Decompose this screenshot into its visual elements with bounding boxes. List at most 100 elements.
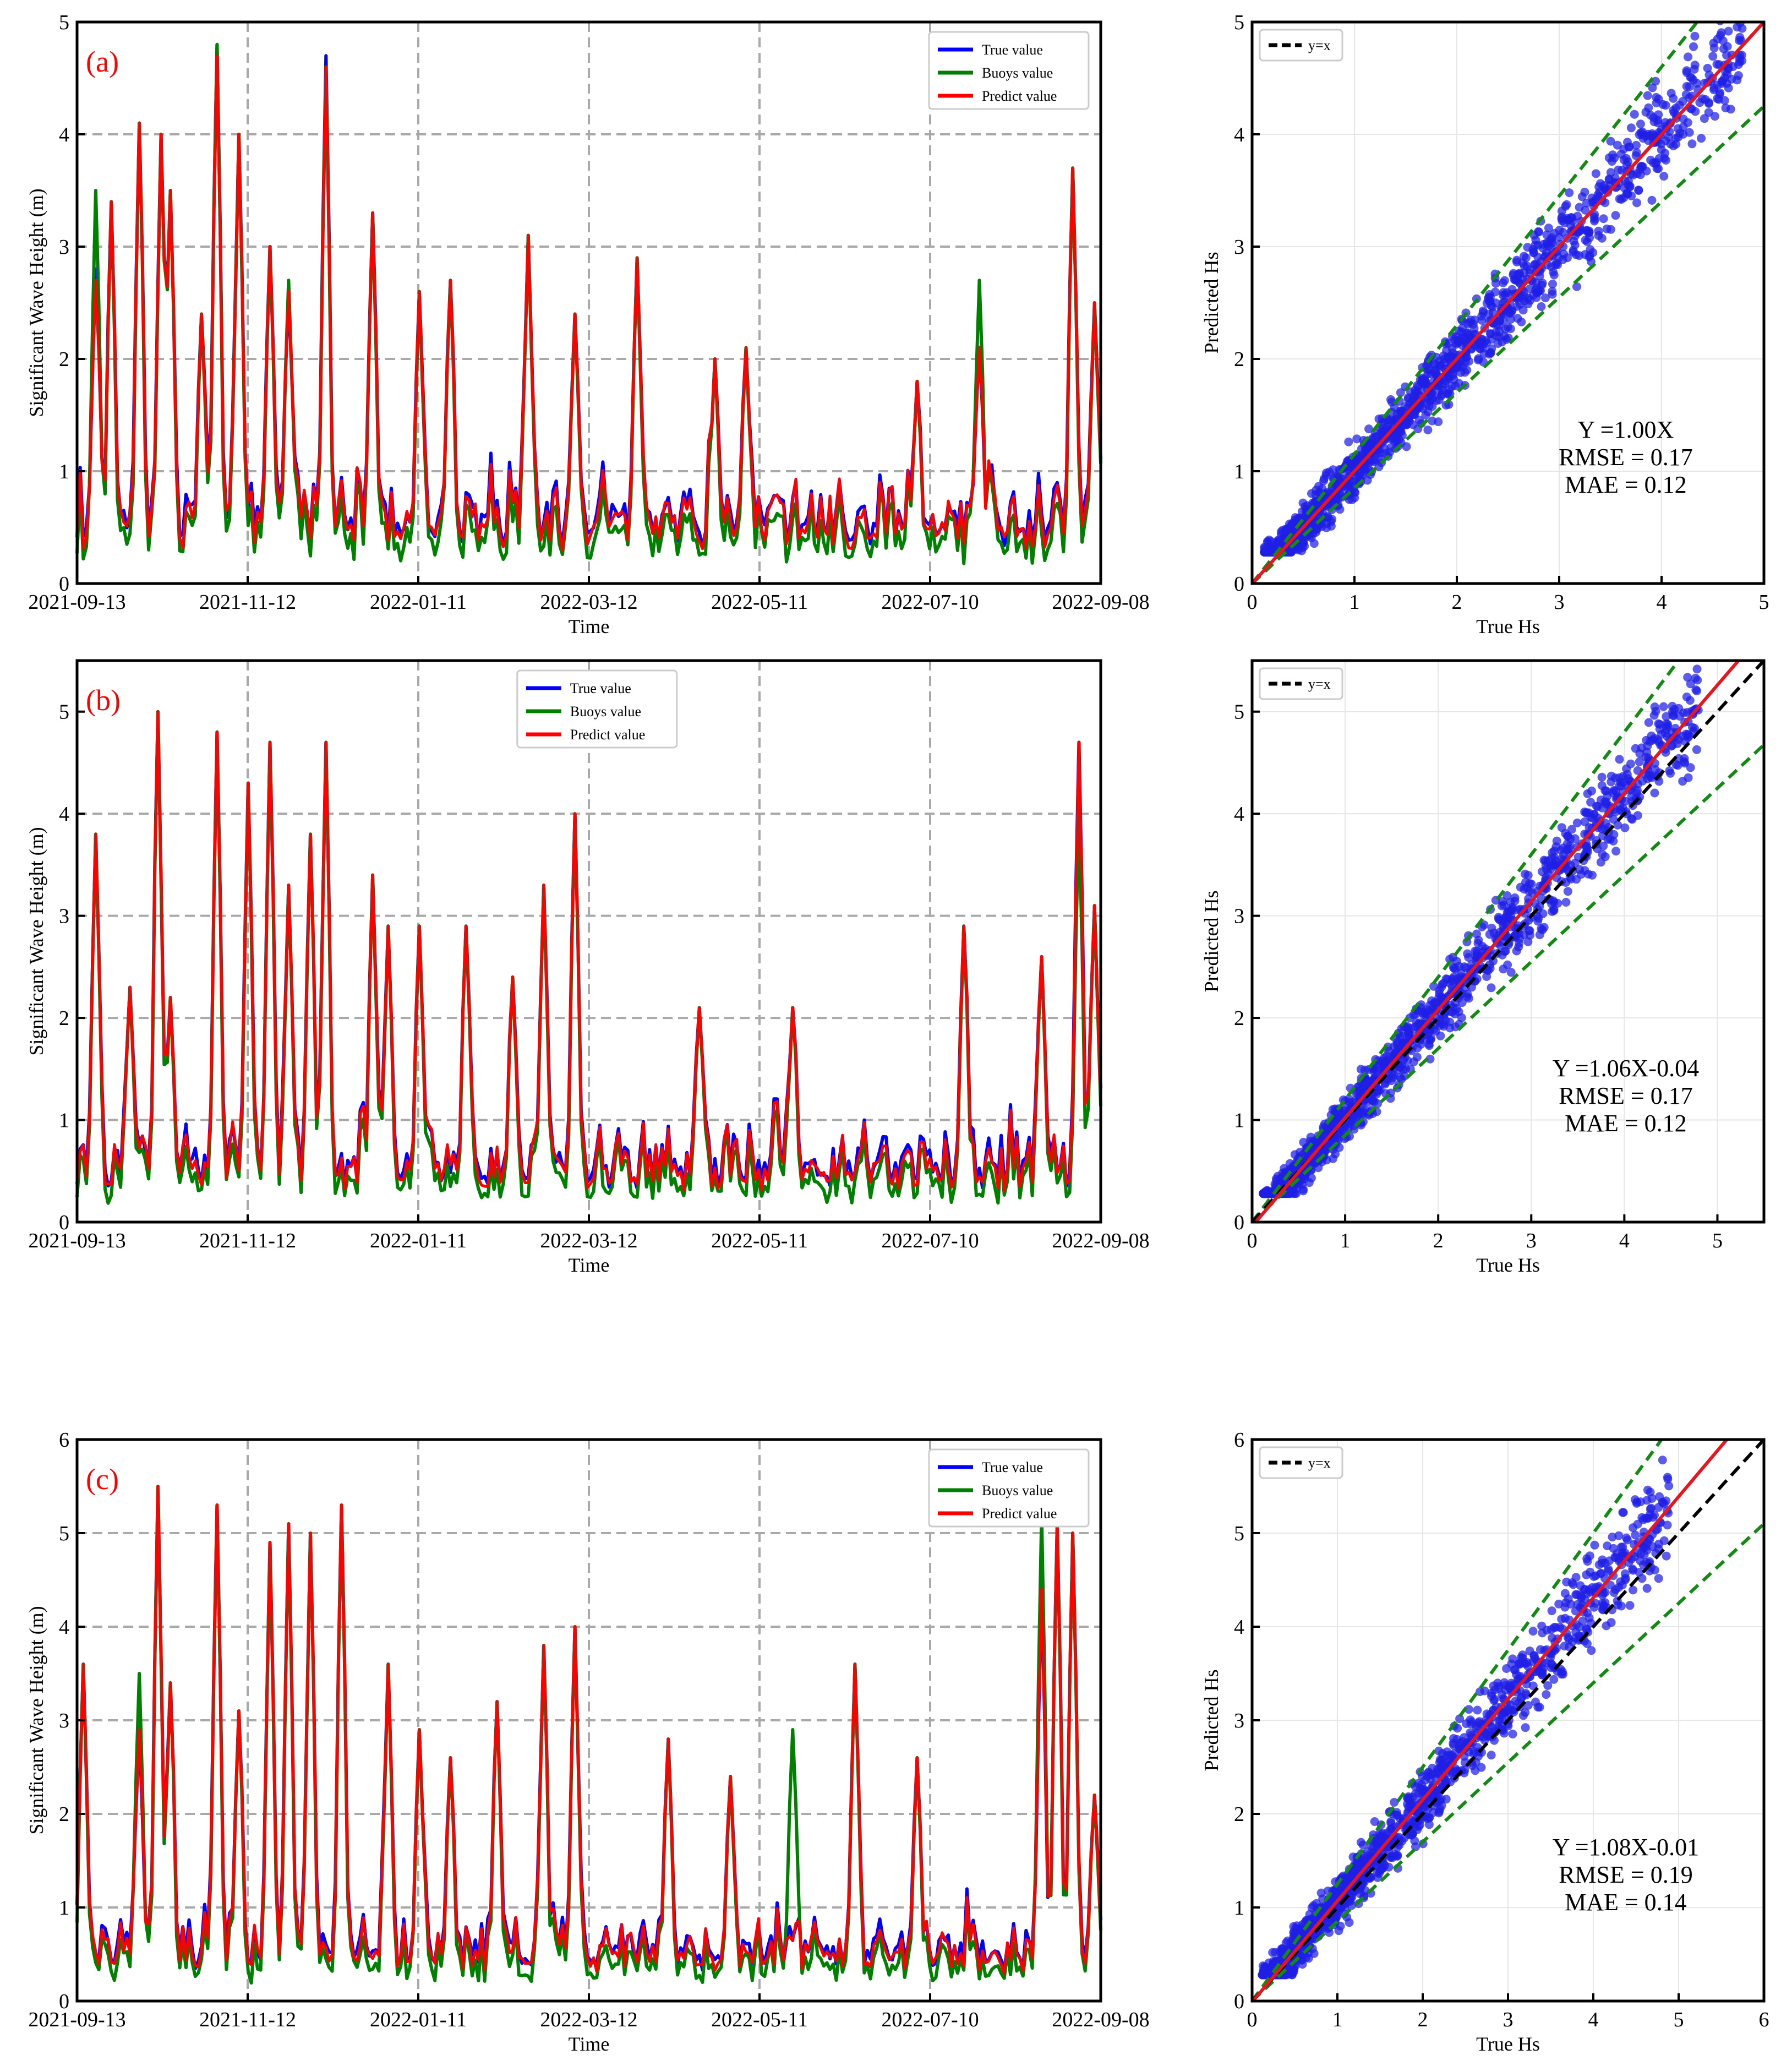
legend-entry: Buoys value xyxy=(982,65,1053,81)
scatter-point xyxy=(1384,1046,1393,1056)
legend-entry: True value xyxy=(570,680,631,696)
scatter-point xyxy=(1658,1456,1667,1465)
y-axis-label: Predicted Hs xyxy=(1200,252,1222,354)
scatter-point xyxy=(1590,1540,1599,1550)
stat-text: RMSE = 0.19 xyxy=(1559,1861,1693,1888)
scatter-point xyxy=(1581,236,1590,245)
scatter-point xyxy=(1580,188,1589,197)
scatter-point xyxy=(1370,1817,1379,1826)
scatter-point xyxy=(1376,1833,1386,1842)
scatter-point xyxy=(1463,949,1472,958)
scatter-point xyxy=(1625,1601,1635,1610)
scatter-point xyxy=(1561,1598,1570,1607)
scatter-point xyxy=(1523,1700,1533,1710)
x-tick-label: 2021-09-13 xyxy=(28,1229,125,1252)
y-tick-label: 0 xyxy=(1234,573,1244,596)
scatter-point xyxy=(1472,929,1481,939)
scatter-point xyxy=(1428,416,1437,426)
y-axis-label: Significant Wave Height (m) xyxy=(25,827,47,1055)
fit-line xyxy=(1252,22,1764,584)
scatter-point xyxy=(1306,1132,1315,1142)
y-tick-label: 4 xyxy=(59,803,69,826)
stat-text: MAE = 0.12 xyxy=(1565,471,1687,498)
x-tick-label: 2021-11-12 xyxy=(199,2008,296,2031)
scatter-point xyxy=(1260,547,1269,557)
scatter-point xyxy=(1576,1590,1585,1599)
scatter-point xyxy=(1618,1580,1627,1590)
stat-text: MAE = 0.12 xyxy=(1565,1110,1687,1137)
scatter-point xyxy=(1514,1659,1523,1668)
scatter-point xyxy=(1647,1494,1657,1503)
scatter-point xyxy=(1421,1009,1430,1017)
series-line-predict-value xyxy=(75,54,1102,552)
scatter-point xyxy=(1603,1541,1612,1551)
scatter-point xyxy=(1540,293,1550,303)
scatter-point xyxy=(1545,1653,1555,1662)
scatter-point xyxy=(1572,818,1582,827)
scatter-point xyxy=(1493,339,1503,348)
scatter-point xyxy=(1591,1571,1600,1580)
scatter-point xyxy=(1547,1606,1556,1616)
scatter-point xyxy=(1697,134,1706,143)
scatter-point xyxy=(1554,233,1564,242)
scatter-point xyxy=(1642,166,1651,176)
scatter-point xyxy=(1403,393,1413,402)
scatter-point xyxy=(1609,815,1618,824)
scatter-point xyxy=(1738,56,1747,66)
series-line-buoys-value xyxy=(75,42,1102,565)
scatter-point xyxy=(1723,69,1732,79)
scatter-point xyxy=(1504,333,1513,342)
scatter-point xyxy=(1455,1714,1465,1724)
scatter-point xyxy=(1520,261,1529,271)
x-tick-label: 6 xyxy=(1759,2008,1769,2031)
scatter-point xyxy=(1458,323,1467,332)
legend-entry: Predict value xyxy=(570,727,645,743)
scatter-point xyxy=(1487,983,1496,993)
y-tick-label: 4 xyxy=(59,123,69,146)
scatter-point xyxy=(1485,292,1495,302)
scatter-point xyxy=(1617,166,1626,175)
scatter-point xyxy=(1538,1628,1547,1638)
scatter-point xyxy=(1482,972,1491,981)
x-tick-label: 5 xyxy=(1759,591,1769,614)
scatter-point xyxy=(1490,1694,1499,1704)
scatter-point xyxy=(1471,1766,1480,1775)
scatter-point xyxy=(1588,197,1597,206)
scatter-point xyxy=(1679,115,1688,124)
scatter-point xyxy=(1289,1922,1298,1931)
scatter-point xyxy=(1632,198,1641,208)
y-tick-label: 5 xyxy=(1234,701,1244,724)
scatter-point xyxy=(1622,189,1632,199)
scatter-point xyxy=(1501,946,1510,956)
scatter-point xyxy=(1674,133,1683,142)
scatter-point xyxy=(1632,140,1641,150)
x-tick-label: 2022-01-11 xyxy=(370,1229,467,1252)
upper-band-line xyxy=(1252,661,1681,1222)
scatter-point xyxy=(1726,105,1735,114)
scatter-point xyxy=(1344,481,1353,490)
scatter-point xyxy=(1591,1599,1600,1608)
scatter-point xyxy=(1671,140,1681,149)
legend: y=x xyxy=(1259,667,1343,700)
scatter-point xyxy=(1373,1087,1383,1096)
scatter-point xyxy=(1713,35,1722,43)
scatter-point xyxy=(1563,887,1572,896)
x-axis-label: Time xyxy=(569,1254,610,1276)
scatter-point xyxy=(1374,415,1384,423)
scatter-point xyxy=(1693,675,1702,685)
reference-lines xyxy=(1252,22,1764,584)
scatter-point xyxy=(1616,781,1626,791)
scatter-point xyxy=(1613,140,1622,150)
fit-line xyxy=(1252,1440,1729,2001)
scatter-point xyxy=(1698,94,1707,103)
x-tick-label: 0 xyxy=(1247,1229,1258,1252)
scatter-point xyxy=(1663,1520,1672,1530)
x-tick-label: 0 xyxy=(1247,591,1258,614)
stat-text: Y =1.08X-0.01 xyxy=(1553,1834,1699,1861)
scatter-point xyxy=(1582,1639,1592,1648)
y-tick-label: 3 xyxy=(1234,236,1244,259)
